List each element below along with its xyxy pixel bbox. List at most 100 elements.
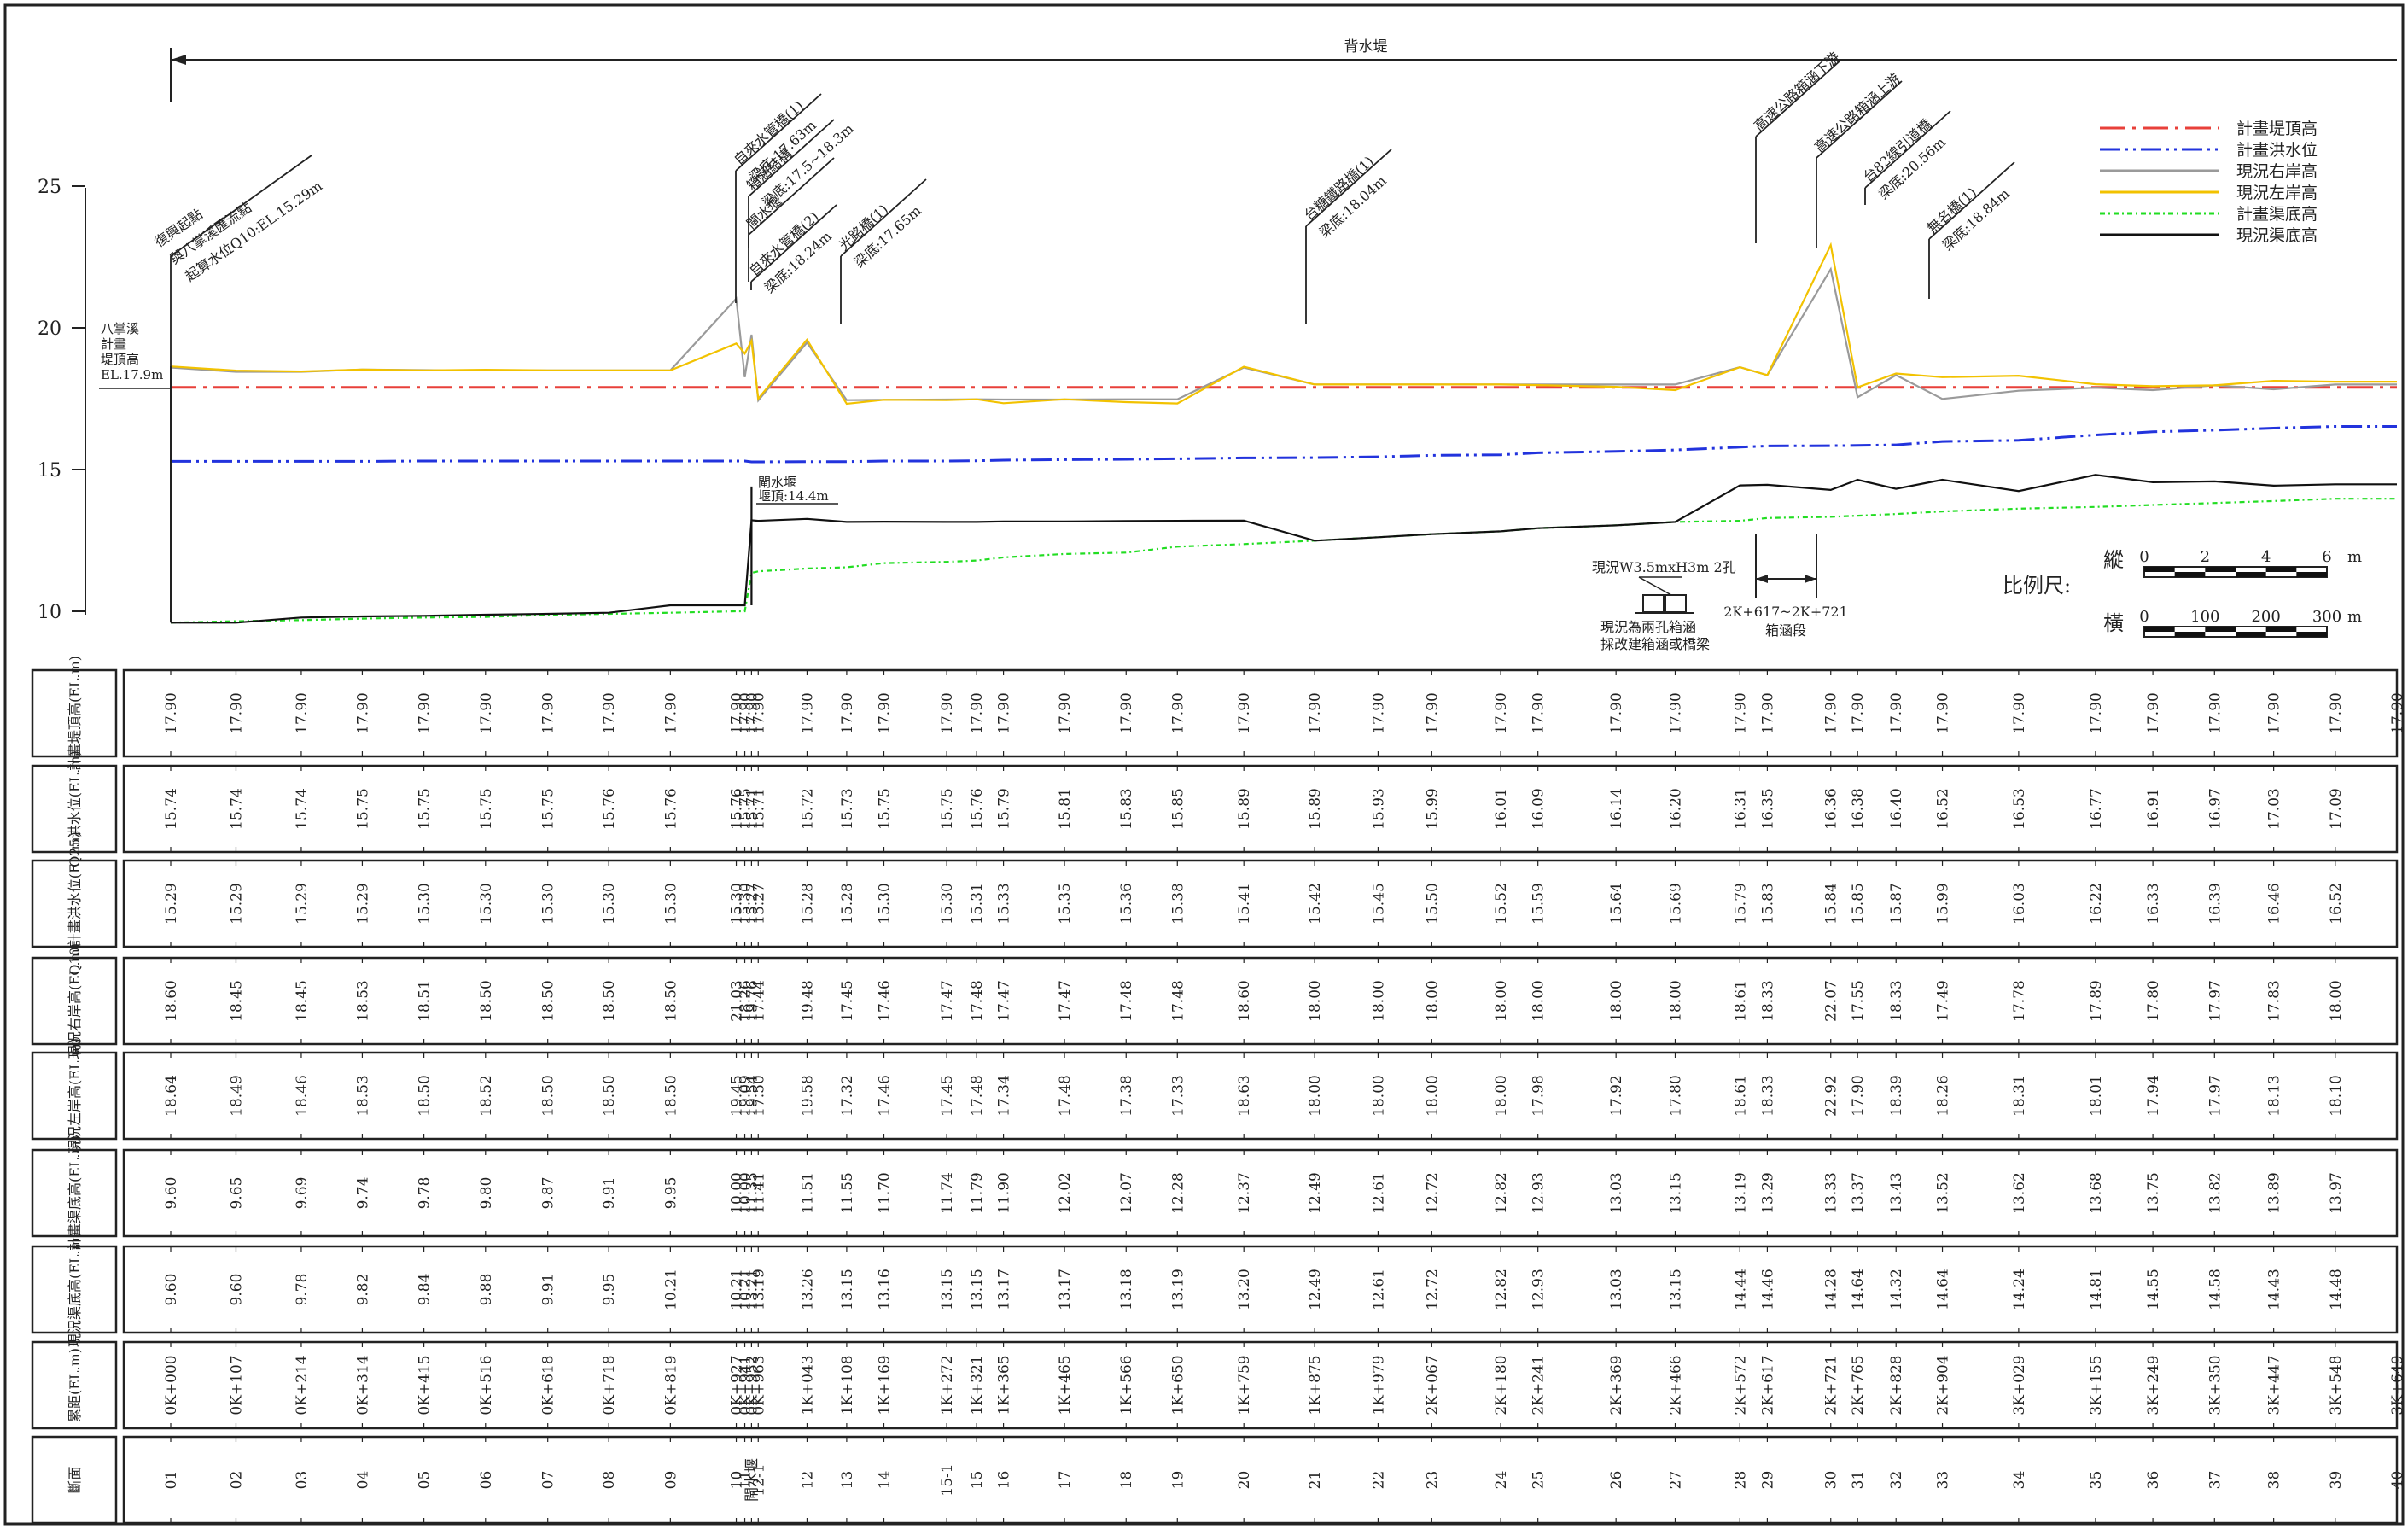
table-cell: 22.92	[1823, 1075, 1840, 1117]
table-cell: 15.89	[1307, 788, 1324, 830]
table-cell: 13.15	[969, 1269, 986, 1310]
table-cell: 17.78	[2011, 980, 2028, 1022]
y-tick-label: 20	[38, 318, 61, 340]
row-value-cell	[122, 668, 2399, 758]
table-cell: 14.24	[2011, 1269, 2028, 1310]
table-cell: 3K+155	[2088, 1355, 2105, 1415]
structure-annotation-5: 光路橋(1)梁底:17.65m	[836, 178, 927, 324]
row-header-label: 累距(EL.m)	[67, 1348, 83, 1422]
table-cell: 12.49	[1307, 1172, 1324, 1214]
table-cell: 18.00	[2328, 980, 2345, 1022]
annotation-slant	[748, 119, 835, 197]
table-cell: 11.35	[743, 1172, 761, 1214]
row-value-cell	[122, 1435, 2399, 1525]
table-cell: 13.33	[1823, 1172, 1840, 1214]
row-value-cell	[122, 1245, 2399, 1334]
table-cell: 18.33	[1759, 980, 1776, 1022]
table-cell: 2K+180	[1493, 1355, 1510, 1415]
table-cell: 17.90	[1608, 692, 1625, 734]
table-cell: 18.50	[540, 980, 557, 1022]
culvert-range-marker: 2K+617~2K+721 箱涵段	[1723, 534, 1848, 639]
table-cell: 9.82	[354, 1274, 371, 1306]
table-cell: 17.90	[1850, 692, 1867, 734]
series-line-6	[171, 474, 2397, 624]
table-cell: 12.28	[1169, 1172, 1187, 1214]
table-cell: 18.50	[662, 980, 679, 1022]
row-header-label: 現況左岸高(EL.m)	[67, 1038, 83, 1153]
table-cell: 13.15	[1667, 1172, 1684, 1214]
annotation-slant	[1928, 161, 2015, 240]
table-cell: 18.26	[1935, 1075, 1952, 1117]
table-cell: 2K+369	[1608, 1355, 1625, 1415]
table-cell: 12.37	[1236, 1172, 1253, 1214]
table-cell: 16.91	[2145, 788, 2162, 830]
vertical-scale-segment	[2296, 572, 2327, 577]
culvert-range-sub: 箱涵段	[1765, 622, 1806, 639]
table-cell: 18.00	[1424, 1075, 1441, 1117]
table-cell: 15.73	[839, 788, 856, 830]
table-cell: 17.49	[1935, 980, 1952, 1022]
scale-title: 比例尺:	[2003, 574, 2071, 598]
table-cell: 20	[1236, 1471, 1253, 1490]
table-cell: 14.44	[1732, 1269, 1749, 1310]
table-cell: 39	[2328, 1471, 2345, 1490]
row-value-cell	[122, 859, 2399, 948]
annotation-slant	[1816, 80, 1903, 159]
table-cell: 0K+516	[478, 1355, 495, 1415]
table-cell: 17.90	[738, 692, 755, 734]
table-cell: 1K+759	[1236, 1355, 1253, 1415]
table-cell: 16.36	[1823, 788, 1840, 830]
table-cell: 2K+904	[1935, 1355, 1952, 1415]
table-cell: 14.55	[2145, 1269, 2162, 1310]
annotation-text: 高速公路箱涵下游	[1751, 49, 1843, 134]
structure-annotation-10: 無名橋(1)梁底:18.84m	[1924, 161, 2015, 299]
table-cell: 9.87	[540, 1177, 557, 1210]
table-cell: 13.17	[996, 1269, 1013, 1310]
table-cell: 17.90	[601, 692, 618, 734]
table-cell: 11.70	[877, 1172, 894, 1214]
table-cell: 06	[478, 1471, 495, 1490]
table-cell: 17.47	[1057, 980, 1074, 1022]
table-cell: 12.61	[1370, 1269, 1387, 1310]
table-cell: 14.32	[1888, 1269, 1905, 1310]
table-row: Q25洪水位(EL.m) 15.74 15.74 15.74 15.75 15.75 15.…	[31, 750, 2399, 867]
table-cell: 15.36	[1118, 883, 1135, 925]
table-cell: 17.90	[750, 692, 767, 734]
table-cell: 17.90	[1236, 692, 1253, 734]
table-cell: 0K+819	[662, 1355, 679, 1415]
backwater-arrow: 背水堤	[170, 38, 2397, 102]
table-cell: 15.99	[1935, 883, 1952, 925]
table-cell: 15.74	[163, 788, 180, 830]
structure-annotation-6: 台糖鐵路橋(1)梁底:18.04m	[1301, 149, 1392, 324]
table-cell: 9.74	[354, 1177, 371, 1210]
table-cell: 29	[1759, 1471, 1776, 1490]
table-cell: 19.48	[799, 980, 816, 1022]
table-cell: 18.33	[1759, 1075, 1776, 1117]
table-cell: 13.82	[2207, 1172, 2224, 1214]
table-cell: 18.00	[1370, 1075, 1387, 1117]
table-cell: 17.90	[1169, 692, 1187, 734]
table-cell: 15.87	[1888, 883, 1905, 925]
table-cell: 15.28	[839, 883, 856, 925]
table-cell: 18.00	[1370, 980, 1387, 1022]
table-cell: 33	[1935, 1471, 1952, 1490]
table-cell: 15.69	[1667, 883, 1684, 925]
table-cell: 12.93	[1531, 1172, 1548, 1214]
table-cell: 11	[738, 1471, 755, 1490]
y-tick-label: 15	[38, 460, 61, 481]
table-cell: 15.30	[729, 883, 746, 925]
table-cell: 17.90	[729, 692, 746, 734]
table-cell: 31	[1850, 1471, 1867, 1490]
table-cell: 9.95	[601, 1274, 618, 1306]
table-cell: 17.44	[750, 980, 767, 1022]
table-cell: 15.74	[294, 788, 311, 830]
table-cell: 03	[294, 1471, 311, 1490]
table-cell: 16.14	[1608, 788, 1625, 830]
table-cell: 17.45	[939, 1075, 956, 1117]
table-cell: 17.90	[417, 692, 434, 734]
table-cell: 05	[417, 1471, 434, 1490]
table-cell: 13.03	[1608, 1172, 1625, 1214]
table-cell: 17.90	[2389, 692, 2406, 734]
table-cell: 11.55	[839, 1172, 856, 1214]
